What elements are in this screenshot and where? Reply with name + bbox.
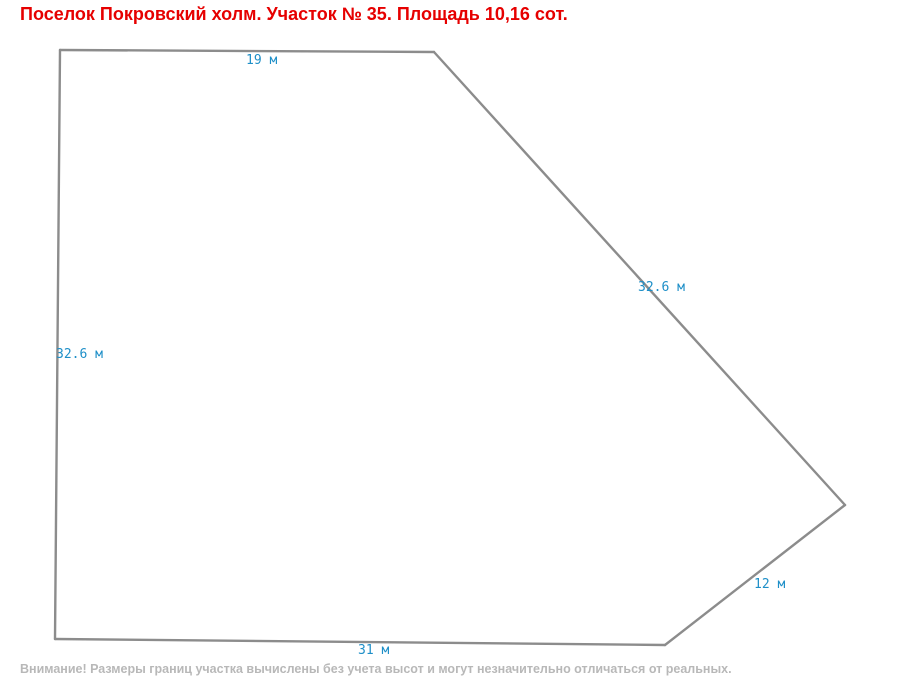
dimension-label-short: 12 м [754, 577, 785, 592]
plot-boundary-bottom [53, 637, 667, 647]
dimension-label-top: 19 м [246, 53, 277, 68]
plot-boundary-diagonal [432, 50, 847, 507]
plot-boundary-top [58, 48, 436, 54]
dimension-label-bottom: 31 м [358, 643, 389, 658]
plot-boundary-left [53, 48, 62, 641]
dimension-label-left: 32.6 м [56, 347, 103, 362]
dimension-label-diagonal: 32.6 м [638, 280, 685, 295]
disclaimer-note: Внимание! Размеры границ участка вычисле… [20, 662, 732, 676]
page-title: Поселок Покровский холм. Участок № 35. П… [20, 4, 568, 24]
plot-boundary-short [663, 503, 847, 647]
